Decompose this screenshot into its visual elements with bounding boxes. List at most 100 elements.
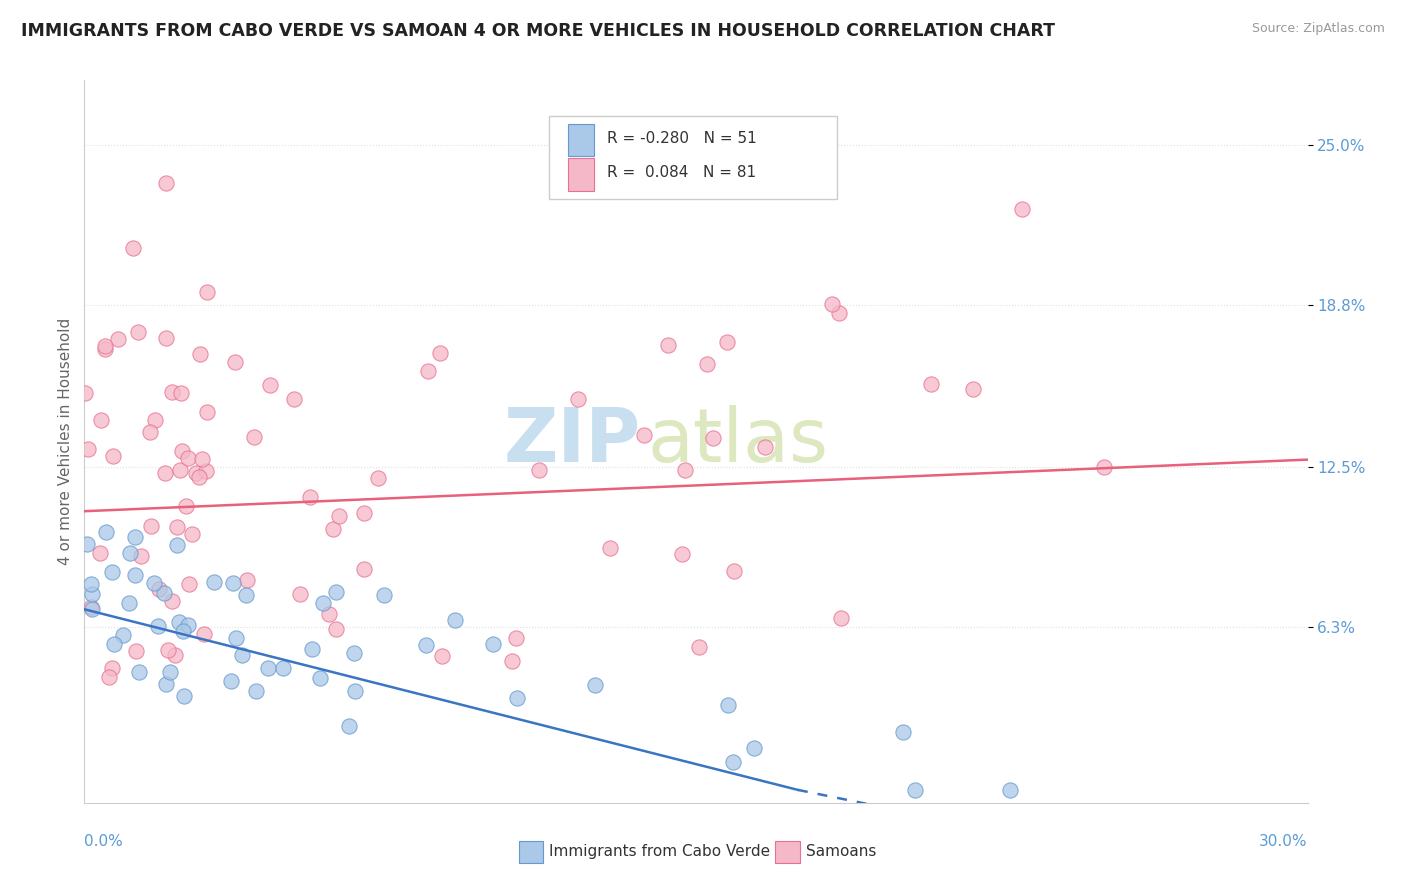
Point	[159, 665, 181, 679]
Point	[155, 177, 177, 191]
Text: 30.0%: 30.0%	[1260, 834, 1308, 849]
Point	[904, 783, 927, 797]
Point	[830, 611, 852, 625]
Point	[673, 463, 696, 477]
Point	[235, 588, 257, 602]
Point	[429, 346, 451, 360]
Point	[328, 508, 350, 523]
Point	[107, 332, 129, 346]
Point	[344, 684, 367, 698]
Text: 0.0%: 0.0%	[84, 834, 124, 849]
Point	[373, 588, 395, 602]
Point	[325, 585, 347, 599]
Point	[257, 661, 280, 675]
Point	[998, 783, 1021, 797]
Point	[325, 622, 347, 636]
Point	[367, 471, 389, 485]
Point	[671, 547, 693, 561]
Point	[599, 541, 621, 555]
Bar	[519, 841, 543, 863]
Point	[142, 576, 165, 591]
Point	[245, 684, 267, 698]
Point	[169, 463, 191, 477]
Point	[301, 642, 323, 657]
Point	[222, 576, 245, 591]
Bar	[568, 124, 595, 156]
Point	[170, 443, 193, 458]
Point	[696, 357, 718, 371]
Point	[162, 385, 184, 400]
Point	[90, 412, 112, 426]
Point	[177, 450, 200, 465]
Point	[77, 442, 100, 456]
Point	[505, 631, 527, 645]
Point	[221, 673, 243, 688]
Point	[195, 464, 218, 478]
Point	[828, 305, 851, 319]
Text: Immigrants from Cabo Verde: Immigrants from Cabo Verde	[550, 845, 770, 859]
Point	[283, 392, 305, 407]
Point	[754, 440, 776, 454]
Text: IMMIGRANTS FROM CABO VERDE VS SAMOAN 4 OR MORE VEHICLES IN HOUSEHOLD CORRELATION: IMMIGRANTS FROM CABO VERDE VS SAMOAN 4 O…	[21, 22, 1054, 40]
Point	[174, 500, 197, 514]
Point	[891, 724, 914, 739]
Point	[318, 607, 340, 621]
Point	[100, 661, 122, 675]
Point	[180, 527, 202, 541]
Point	[139, 519, 162, 533]
Point	[271, 660, 294, 674]
Point	[94, 342, 117, 356]
Point	[143, 413, 166, 427]
Point	[657, 337, 679, 351]
Point	[127, 326, 149, 340]
Point	[259, 378, 281, 392]
Point	[156, 643, 179, 657]
Point	[482, 637, 505, 651]
Point	[224, 355, 246, 369]
Point	[202, 575, 225, 590]
Point	[170, 385, 193, 400]
Point	[308, 671, 330, 685]
Point	[75, 385, 97, 400]
Point	[188, 346, 211, 360]
Point	[124, 530, 146, 544]
Point	[339, 719, 361, 733]
Text: R =  0.084   N = 81: R = 0.084 N = 81	[606, 165, 756, 180]
Point	[153, 467, 176, 481]
Point	[343, 646, 366, 660]
Point	[231, 648, 253, 663]
Text: ZIP: ZIP	[503, 405, 641, 478]
Point	[191, 452, 214, 467]
Point	[721, 756, 744, 770]
Point	[821, 297, 844, 311]
Point	[430, 648, 453, 663]
Point	[416, 364, 439, 378]
Text: R = -0.280   N = 51: R = -0.280 N = 51	[606, 130, 756, 145]
Point	[225, 631, 247, 645]
Point	[723, 564, 745, 578]
Text: Samoans: Samoans	[806, 845, 876, 859]
Point	[583, 678, 606, 692]
Point	[920, 376, 942, 391]
Y-axis label: 4 or more Vehicles in Household: 4 or more Vehicles in Household	[58, 318, 73, 566]
Point	[195, 405, 218, 419]
Point	[702, 431, 724, 445]
Point	[128, 665, 150, 679]
Point	[97, 669, 120, 683]
Point	[290, 587, 312, 601]
Point	[80, 576, 103, 591]
Point	[89, 546, 111, 560]
Point	[118, 596, 141, 610]
Point	[322, 522, 344, 536]
Point	[155, 331, 177, 345]
Point	[160, 593, 183, 607]
Point	[179, 576, 201, 591]
Point	[125, 644, 148, 658]
Text: Source: ZipAtlas.com: Source: ZipAtlas.com	[1251, 22, 1385, 36]
Point	[1011, 202, 1033, 217]
Bar	[568, 158, 595, 191]
Point	[444, 613, 467, 627]
Point	[187, 470, 209, 484]
Point	[129, 549, 152, 563]
Point	[236, 574, 259, 588]
